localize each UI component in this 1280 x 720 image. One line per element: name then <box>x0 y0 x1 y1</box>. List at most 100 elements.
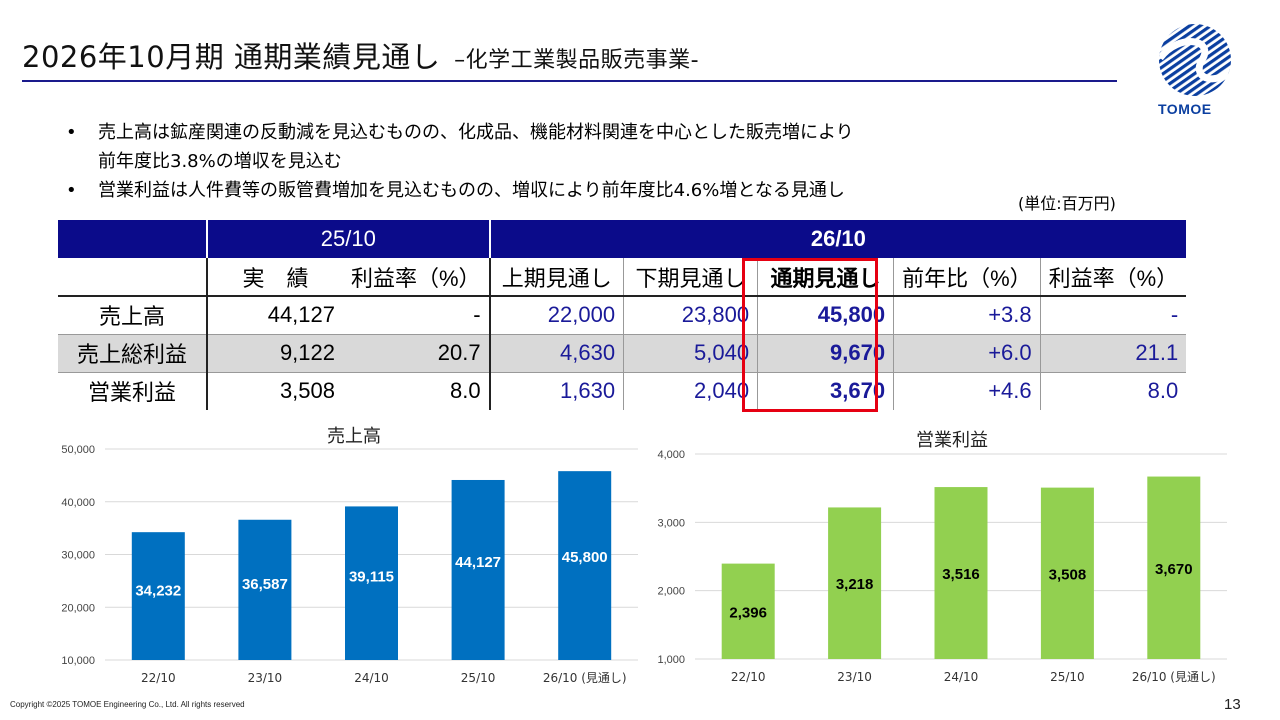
bullet-text-continued: 前年度比3.8%の増収を見込む <box>98 151 342 172</box>
table-cell: 23,800 <box>623 296 758 335</box>
table-cell: +4.6 <box>893 372 1041 410</box>
bullet-text: 売上高は鉱産関連の反動減を見込むものの、化成品、機能材料関連を中心とした販売増に… <box>98 122 854 143</box>
x-tick-label: 23/10 <box>248 671 283 685</box>
unit-note: (単位:百万円) <box>1018 194 1116 213</box>
bullet-mark: • <box>66 180 77 201</box>
data-label: 3,218 <box>836 576 874 593</box>
x-tick-label: 26/10 (見通し) <box>1132 670 1216 684</box>
table-cell: - <box>1039 296 1187 335</box>
bullet-list: • 売上高は鉱産関連の反動減を見込むものの、化成品、機能材料関連を中心とした販売… <box>66 118 854 205</box>
table-group-header: 25/10 26/10 <box>58 220 1187 258</box>
table-row: 売上高 44,127 - 22,000 23,800 45,800 +3.8 - <box>58 296 1187 335</box>
y-tick-label: 20,000 <box>61 602 95 614</box>
column-header: 上期見通し <box>489 258 624 297</box>
table-cell: 8.0 <box>343 372 491 410</box>
bar <box>721 563 775 659</box>
table-cell: 22,000 <box>489 296 624 335</box>
column-header: 下期見通し <box>623 258 758 297</box>
table-cell-highlight: 45,800 <box>757 296 894 335</box>
bar <box>558 471 612 660</box>
bullet-text: 営業利益は人件費等の販管費増加を見込むものの、増収により前年度比4.6%増となる… <box>98 180 845 201</box>
bar <box>238 519 292 660</box>
operating-profit-bar-chart: 1,000 2,000 3,000 4,000 2,396 22/10 3,218 23/10… <box>657 449 1227 684</box>
x-tick-label: 24/10 <box>354 671 389 685</box>
column-header: 前年比（%） <box>893 258 1041 297</box>
table-row: 営業利益 3,508 8.0 1,630 2,040 3,670 +4.6 8.… <box>58 372 1187 410</box>
chart-title-operating-profit: 営業利益 <box>916 430 988 451</box>
data-label: 3,516 <box>942 566 980 583</box>
x-tick-label: 22/10 <box>141 671 176 685</box>
bullet-item-operating-profit: • 営業利益は人件費等の販管費増加を見込むものの、増収により前年度比4.6%増と… <box>66 176 854 205</box>
row-label: 売上総利益 <box>58 334 208 373</box>
y-tick-label: 1,000 <box>657 654 685 666</box>
y-tick-label: 50,000 <box>61 444 95 456</box>
column-header: 実 績 <box>207 258 343 297</box>
y-tick-label: 3,000 <box>657 517 685 529</box>
bar <box>934 487 988 659</box>
table-cell: 5,040 <box>623 334 758 373</box>
y-tick-label: 4,000 <box>657 449 685 461</box>
table-cell: 21.1 <box>1039 334 1187 373</box>
group-header-25-10: 25/10 <box>206 220 490 258</box>
table-cell: 1,630 <box>489 372 624 410</box>
x-tick-label: 23/10 <box>837 670 872 684</box>
bar <box>1147 476 1201 659</box>
column-header: 利益率（%） <box>343 258 491 297</box>
group-header-26-10: 26/10 <box>488 220 1187 258</box>
bar <box>828 507 882 659</box>
table-cell: 8.0 <box>1039 372 1187 410</box>
title-main: 2026年10月期 通期業績見通し <box>22 40 441 74</box>
y-tick-label: 10,000 <box>61 655 95 667</box>
table-cell: 9,122 <box>207 334 343 373</box>
column-header-highlight: 通期見通し <box>757 258 894 297</box>
table-cell: 44,127 <box>207 296 343 335</box>
bar <box>345 506 398 660</box>
data-label: 2,396 <box>729 604 767 621</box>
bullet-item-sales: • 売上高は鉱産関連の反動減を見込むものの、化成品、機能材料関連を中心とした販売… <box>66 118 854 176</box>
column-header: 利益率（%） <box>1039 258 1187 297</box>
data-label: 36,587 <box>242 576 288 593</box>
x-tick-label: 25/10 <box>1050 670 1085 684</box>
column-header-blank <box>58 258 208 297</box>
bar <box>131 532 185 660</box>
data-label: 34,232 <box>135 583 181 600</box>
table-cell: - <box>343 296 491 335</box>
title-underline <box>22 80 1117 82</box>
table-cell: 3,508 <box>279 378 335 404</box>
chart-title-sales: 売上高 <box>327 426 381 447</box>
table-cell: +6.0 <box>893 334 1041 373</box>
row-label: 営業利益 <box>58 372 208 410</box>
x-tick-label: 26/10 (見通し) <box>543 671 627 685</box>
page-title: 2026年10月期 通期業績見通し –化学工業製品販売事業- <box>22 34 699 76</box>
table-cell: 2,040 <box>623 372 758 410</box>
forecast-table: 25/10 26/10 実 績 利益率（%） 上期見通し 下期見通し 通期見通し… <box>58 220 1187 410</box>
y-tick-label: 2,000 <box>657 586 685 598</box>
bar <box>451 479 505 660</box>
table-cell-highlight: 3,670 <box>757 372 894 410</box>
page-number: 13 <box>1224 696 1241 713</box>
data-label: 3,508 <box>1049 566 1087 583</box>
table-cell-highlight: 9,670 <box>757 334 894 373</box>
x-tick-label: 22/10 <box>731 670 766 684</box>
x-tick-label: 25/10 <box>461 671 496 685</box>
tomoe-logo-icon <box>1159 24 1231 96</box>
logo-text: TOMOE <box>1158 101 1212 117</box>
data-label: 45,800 <box>562 549 608 566</box>
y-tick-label: 40,000 <box>61 497 95 509</box>
sales-bar-chart: 10,000 20,000 30,000 40,000 50,000 34,232 22/1… <box>61 444 638 685</box>
y-tick-label: 30,000 <box>61 550 95 562</box>
data-label: 39,115 <box>349 569 394 586</box>
copyright: Copyright ©2025 TOMOE Engineering Co., L… <box>10 700 245 709</box>
x-tick-label: 24/10 <box>944 670 979 684</box>
data-label: 3,670 <box>1155 561 1193 578</box>
table-cell: 20.7 <box>343 334 491 373</box>
header-blank-cell <box>58 220 207 258</box>
bar <box>1040 487 1094 659</box>
table-cell: 4,630 <box>489 334 624 373</box>
table-column-header: 実 績 利益率（%） 上期見通し 下期見通し 通期見通し 前年比（%） 利益率（… <box>58 258 1187 297</box>
row-label: 売上高 <box>58 296 208 335</box>
table-cell: +3.8 <box>893 296 1041 335</box>
bullet-mark: • <box>66 122 77 143</box>
table-row: 売上総利益 9,122 20.7 4,630 5,040 9,670 +6.0 … <box>58 334 1187 373</box>
title-sub: –化学工業製品販売事業- <box>454 48 700 73</box>
